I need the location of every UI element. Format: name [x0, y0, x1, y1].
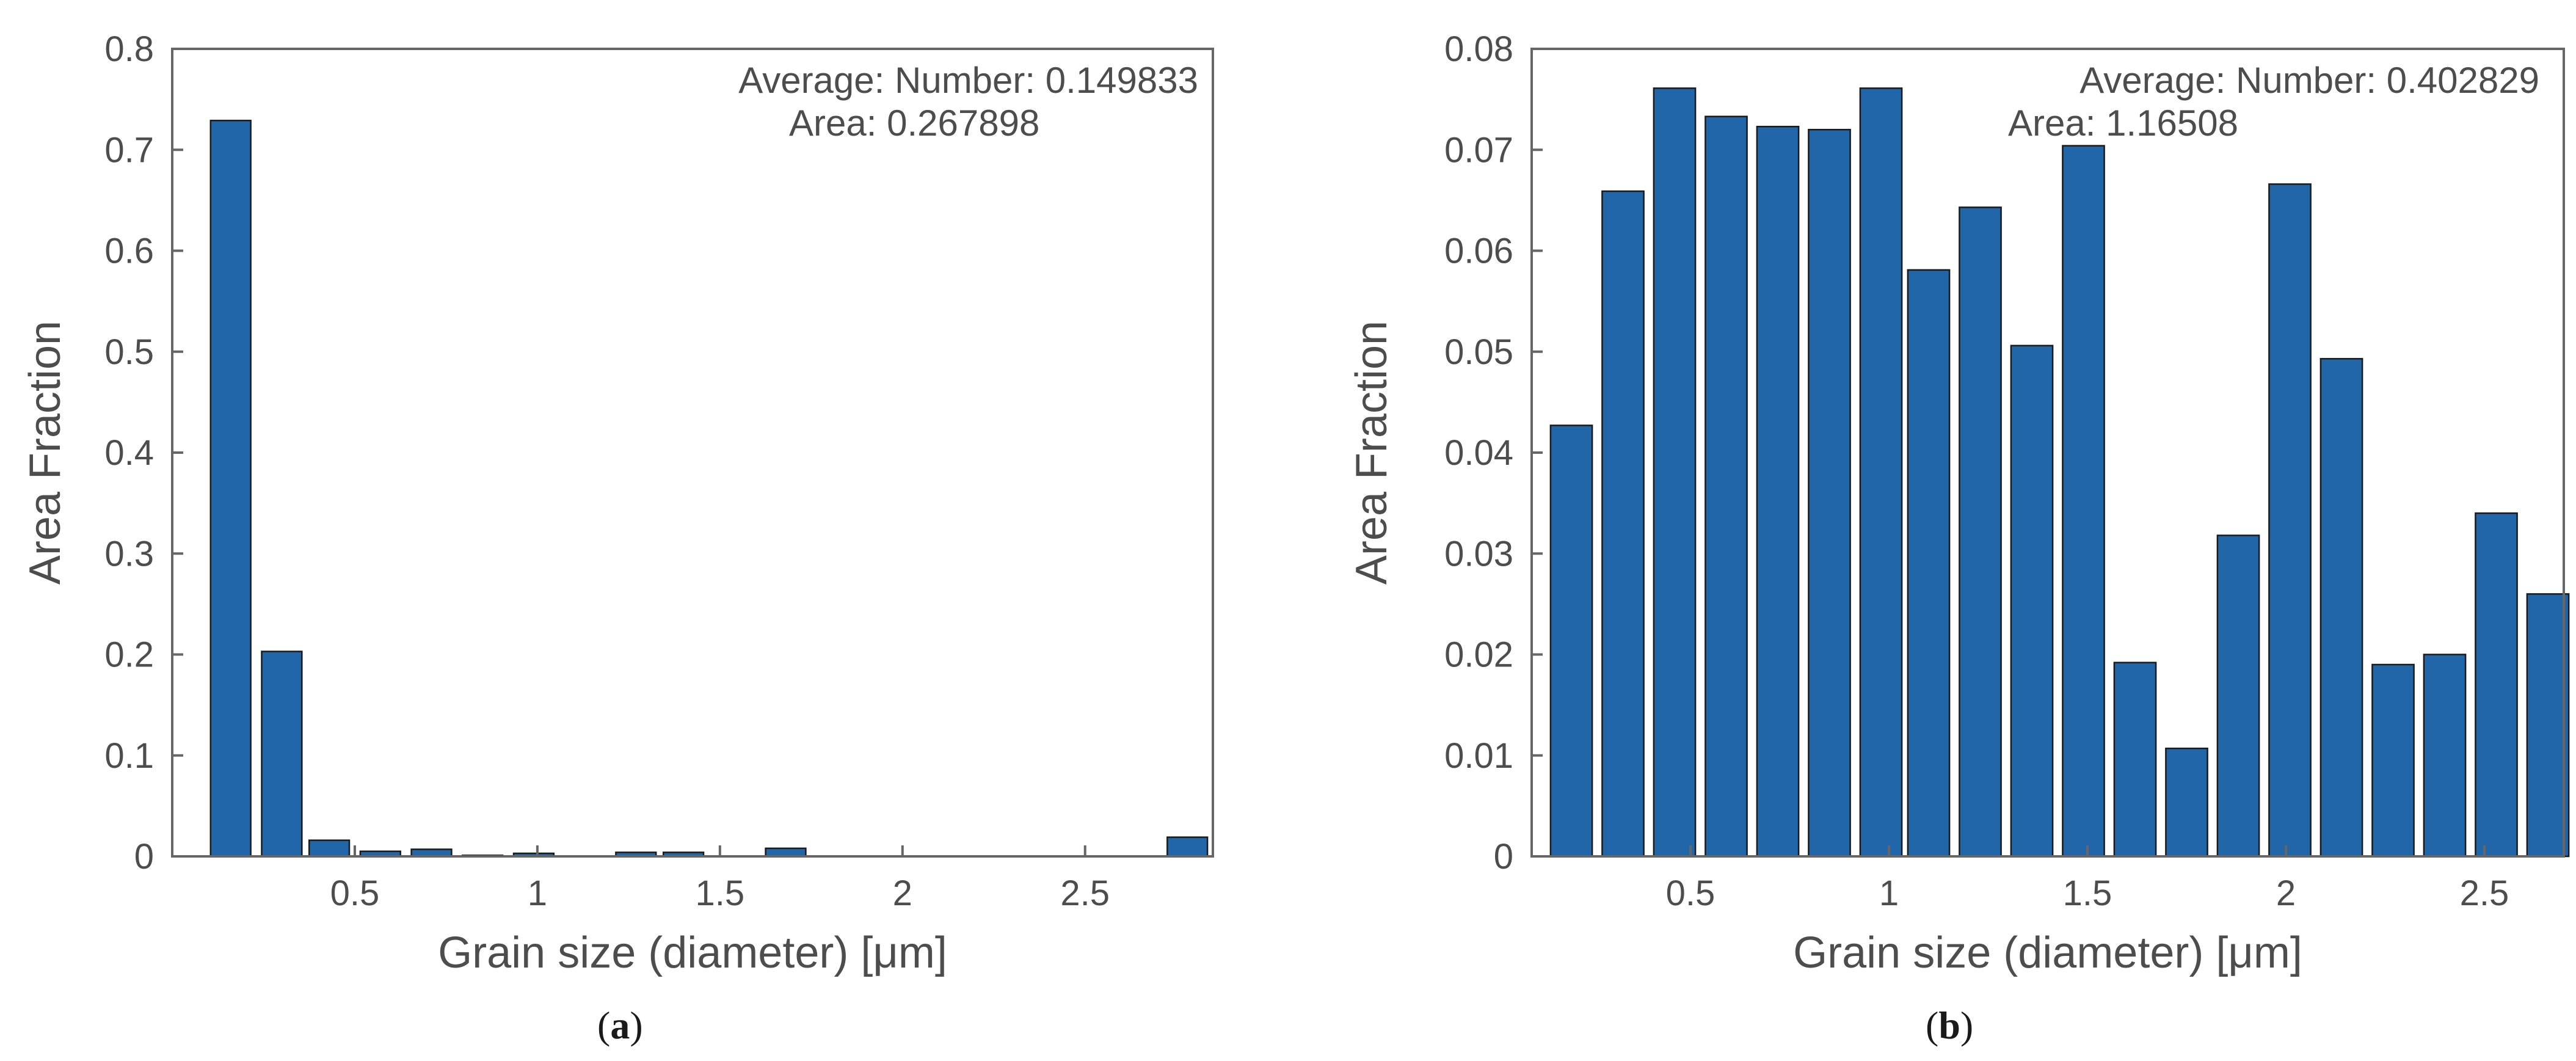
y-axis-ticks-b: 0 0.01 0.02 0.03 0.04 0.05 0.06 0.07 0.08 — [1444, 29, 1543, 877]
y-tick-label-b-1: 0.01 — [1444, 736, 1513, 776]
y-tick-label-a-2: 0.2 — [104, 635, 154, 675]
x-tick-label-a-4: 2.5 — [1060, 873, 1110, 913]
bar-a-20 — [1166, 836, 1209, 858]
y-tick-label-a-4: 0.4 — [104, 433, 154, 473]
bar-b-5 — [1756, 125, 1800, 858]
y-tick-label-a-6: 0.6 — [104, 232, 154, 271]
y-tick-label-b-0: 0 — [1494, 837, 1513, 877]
bar-b-12 — [2113, 662, 2157, 858]
y-axis-label-b: Area Fraction — [1347, 321, 1396, 585]
x-tick-label-b-1: 1 — [1879, 873, 1899, 913]
bar-b-8 — [1907, 269, 1951, 858]
bar-b-15 — [2268, 183, 2312, 858]
bar-b-20 — [2526, 593, 2570, 858]
annotation-line2-a: Area: 0.267898 — [789, 103, 1039, 144]
y-tick-label-a-1: 0.1 — [104, 736, 154, 776]
bar-b-13 — [2165, 747, 2208, 858]
annotation-line2-b: Area: 1.16508 — [2008, 103, 2238, 144]
caption-paren-open-a: ( — [597, 1004, 610, 1047]
bar-series-b — [1549, 87, 2570, 858]
y-tick-label-b-8: 0.08 — [1444, 29, 1513, 69]
plot-area-a — [172, 49, 1213, 856]
y-tick-label-a-0: 0 — [134, 837, 154, 877]
y-axis-ticks-a: 0 0.1 0.2 0.3 0.4 0.5 0.6 0.7 0.8 — [104, 29, 183, 877]
bar-b-1 — [1549, 425, 1593, 858]
panel-caption-b: (b) — [1926, 1004, 1973, 1047]
bar-a-1 — [209, 120, 252, 858]
bar-b-3 — [1653, 87, 1697, 858]
bar-b-14 — [2216, 534, 2260, 858]
annotation-line1-a: Average: Number: 0.149833 — [738, 60, 1198, 101]
bar-b-17 — [2371, 663, 2415, 858]
x-tick-label-b-3: 2 — [2276, 873, 2296, 913]
y-tick-label-a-8: 0.8 — [104, 29, 154, 69]
bar-b-10 — [2010, 345, 2054, 858]
x-tick-label-a-1: 1 — [528, 873, 547, 913]
x-axis-label-a: Grain size (diameter) [μm] — [438, 928, 947, 977]
x-tick-label-a-0: 0.5 — [330, 873, 380, 913]
caption-paren-open-b: ( — [1926, 1004, 1938, 1047]
y-tick-label-a-3: 0.3 — [104, 534, 154, 574]
caption-paren-close-b: ) — [1960, 1004, 1973, 1047]
x-tick-label-b-0: 0.5 — [1666, 873, 1716, 913]
x-axis-ticks-a: 0.5 1 1.5 2 2.5 — [330, 845, 1110, 913]
x-axis-ticks-b: 0.5 1 1.5 2 2.5 — [1666, 845, 2509, 913]
x-tick-label-b-4: 2.5 — [2460, 873, 2509, 913]
y-tick-label-b-3: 0.03 — [1444, 534, 1513, 574]
x-tick-label-a-3: 2 — [893, 873, 912, 913]
y-tick-label-b-6: 0.06 — [1444, 232, 1513, 271]
bar-b-18 — [2423, 654, 2467, 858]
chart-panel-b: 0 0.01 0.02 0.03 0.04 0.05 0.06 0.07 0.08 0.5 1 1.… — [1347, 29, 2570, 1047]
bar-b-16 — [2319, 358, 2363, 858]
annotation-line1-b: Average: Number: 0.402829 — [2079, 60, 2539, 101]
bar-a-2 — [261, 651, 303, 858]
bar-b-19 — [2475, 512, 2518, 858]
y-tick-label-b-2: 0.02 — [1444, 635, 1513, 675]
bar-a-3 — [308, 839, 351, 858]
panel-caption-a: (a) — [597, 1004, 643, 1047]
bar-b-7 — [1859, 87, 1903, 858]
y-tick-label-b-4: 0.04 — [1444, 433, 1513, 473]
x-tick-label-a-2: 1.5 — [696, 873, 745, 913]
caption-letter-a: a — [610, 1004, 630, 1047]
y-axis-label-a: Area Fraction — [21, 321, 70, 585]
y-tick-label-b-5: 0.05 — [1444, 332, 1513, 372]
chart-panel-a: 0 0.1 0.2 0.3 0.4 0.5 0.6 0.7 0.8 0.5 1 1.5 2 2.5 Av… — [21, 29, 1214, 1047]
x-axis-label-b: Grain size (diameter) [μm] — [1793, 928, 2302, 977]
caption-paren-close-a: ) — [630, 1004, 642, 1047]
y-tick-label-a-5: 0.5 — [104, 332, 154, 372]
caption-letter-b: b — [1938, 1004, 1960, 1047]
y-tick-label-a-7: 0.7 — [104, 130, 154, 170]
bar-b-4 — [1705, 115, 1748, 858]
y-tick-label-b-7: 0.07 — [1444, 130, 1513, 170]
bar-b-11 — [2062, 145, 2105, 858]
bar-b-9 — [1959, 206, 2002, 858]
x-tick-label-b-2: 1.5 — [2063, 873, 2112, 913]
bar-b-6 — [1808, 128, 1851, 858]
bar-b-2 — [1601, 190, 1645, 858]
